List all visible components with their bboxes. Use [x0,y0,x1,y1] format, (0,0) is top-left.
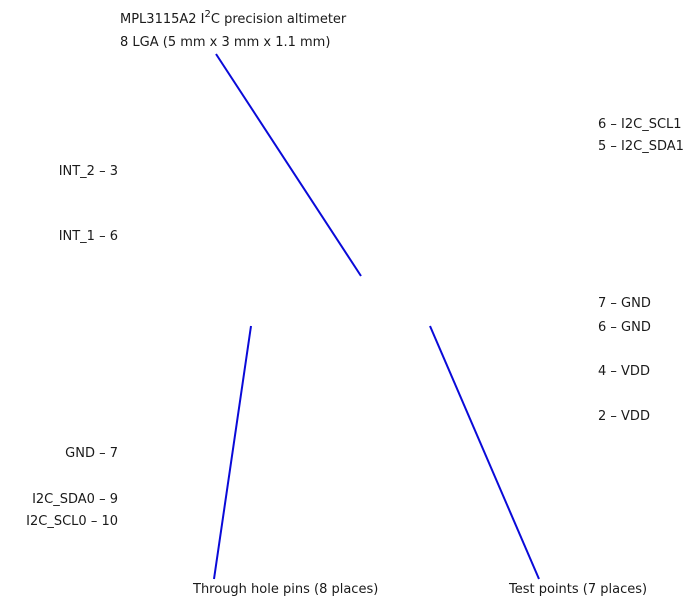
through-hole-leader-line [213,325,252,580]
right-pin-gnd-7: 7 – GND [598,296,651,311]
altimeter-leader-line [215,53,362,277]
right-pin-vdd-2: 2 – VDD [598,409,650,424]
left-pin-gnd: GND – 7 [65,446,118,461]
left-pin-int1: INT_1 – 6 [58,229,118,244]
through-hole-pins-label: Through hole pins (8 places) [193,582,379,597]
left-pin-int2: INT_2 – 3 [58,164,118,179]
test-points-leader-line [429,325,540,580]
altimeter-title-suffix: C precision altimeter [210,12,347,27]
left-pin-scl0: I2C_SCL0 – 10 [26,514,118,529]
right-pin-sda1: 5 – I2C_SDA1 [598,139,684,154]
right-pin-vdd-4: 4 – VDD [598,364,650,379]
altimeter-title: MPL3115A2 I2C precision altimeter [120,8,347,28]
right-pin-scl1: 6 – I2C_SCL1 [598,117,682,132]
altimeter-title-prefix: MPL3115A2 I [120,12,205,27]
test-points-label: Test points (7 places) [509,582,648,597]
altimeter-package: 8 LGA (5 mm x 3 mm x 1.1 mm) [120,35,331,50]
right-pin-gnd-6: 6 – GND [598,320,651,335]
left-pin-sda0: I2C_SDA0 – 9 [32,492,118,507]
altimeter-title-superscript: 2 [204,8,211,20]
